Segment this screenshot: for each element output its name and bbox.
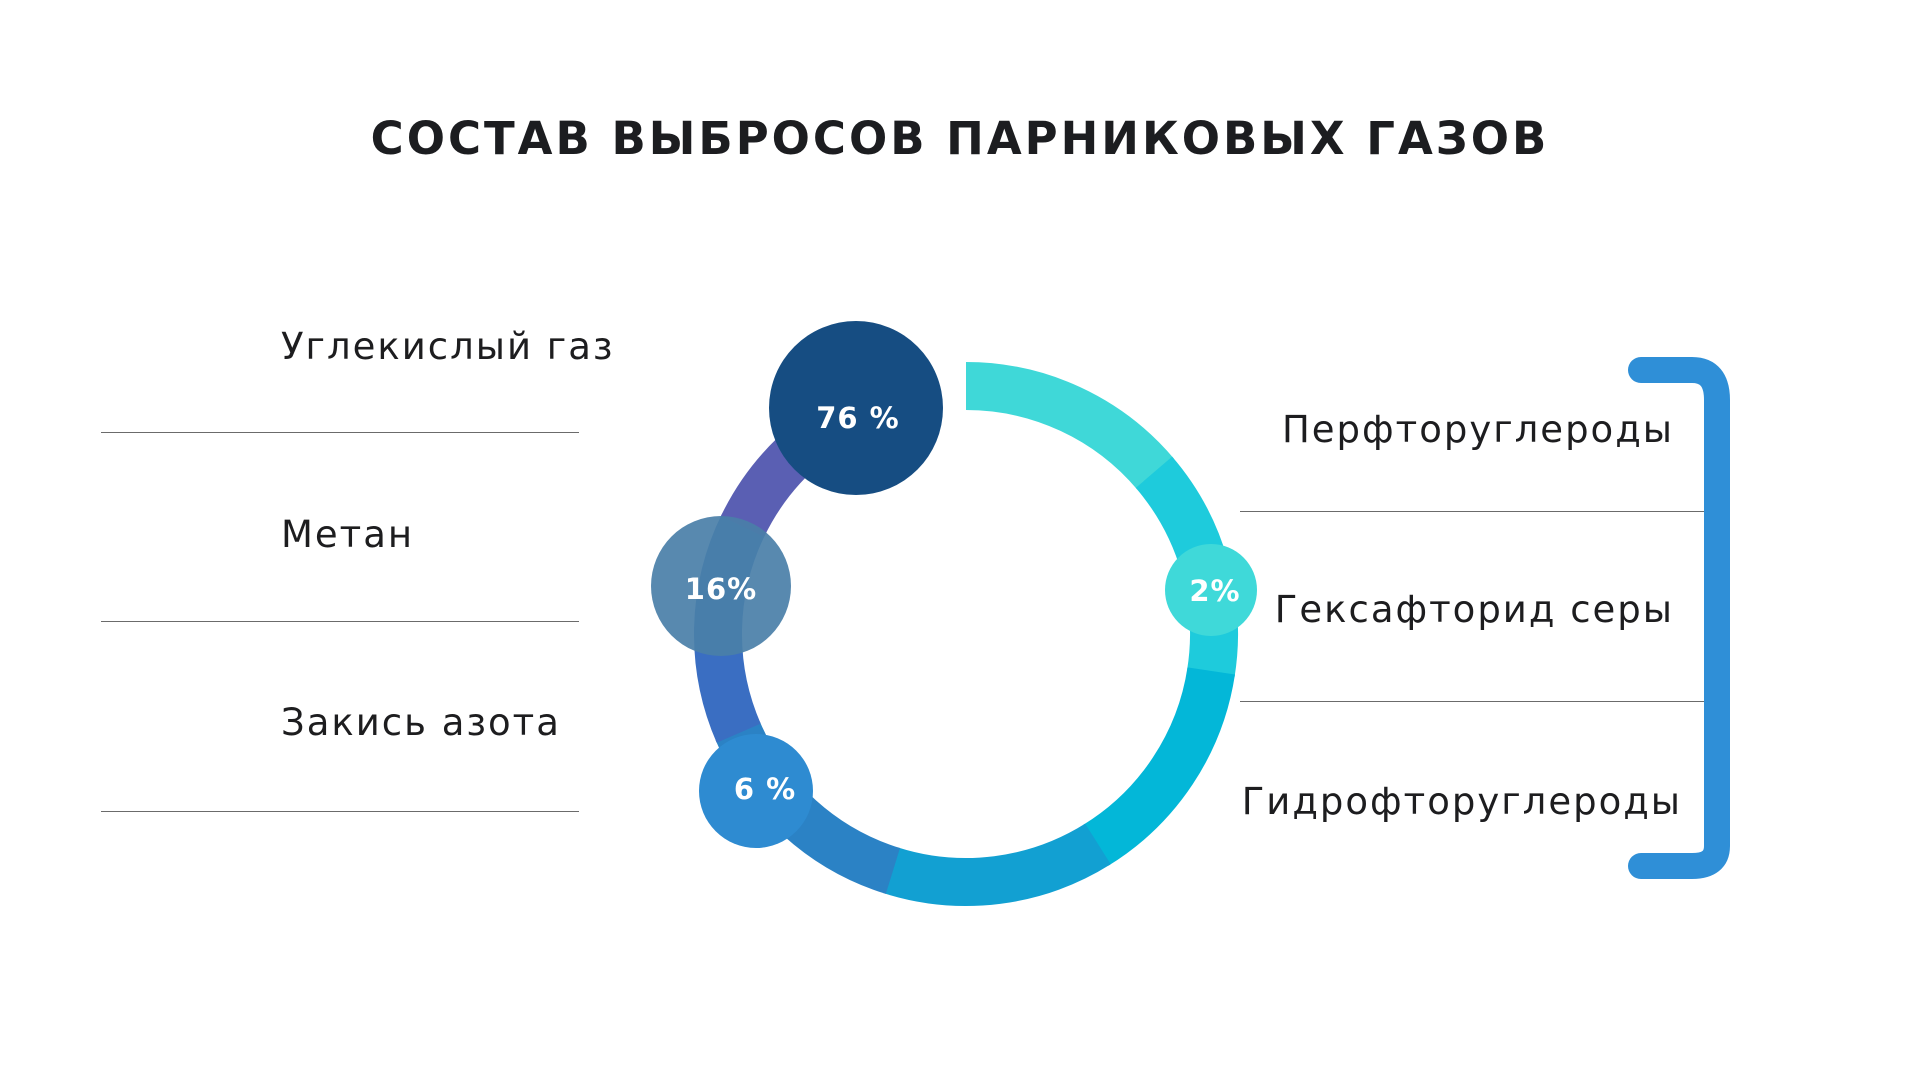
legend-divider <box>101 432 579 433</box>
bubble-fgases <box>1165 544 1257 636</box>
legend-label-methane: Метан <box>281 513 415 556</box>
legend-label-hfc: Гидрофторуглероды <box>1241 780 1682 823</box>
legend-divider <box>101 621 579 622</box>
legend-divider <box>101 811 579 812</box>
chart-title: СОСТАВ ВЫБРОСОВ ПАРНИКОВЫХ ГАЗОВ <box>370 112 1550 165</box>
value-label-co2: 76 % <box>816 401 900 435</box>
legend-label-pfc: Перфторуглероды <box>1281 408 1674 451</box>
bracket <box>1628 357 1730 879</box>
bubble-methane <box>651 516 791 656</box>
legend-label-sf6: Гексафторид серы <box>1274 588 1674 631</box>
value-label-fgases: 2% <box>1189 574 1240 608</box>
ring-segment <box>965 362 1175 490</box>
ring-segment <box>883 823 1111 906</box>
legend-divider <box>1240 511 1704 512</box>
ring-segment <box>1082 666 1235 866</box>
value-label-methane: 16% <box>685 572 757 606</box>
legend-divider <box>1240 701 1704 702</box>
value-label-n2o: 6 % <box>734 772 796 806</box>
legend-label-n2o: Закись азота <box>281 701 561 744</box>
legend-label-co2: Углекислый газ <box>281 325 615 368</box>
bubble-co2 <box>769 321 943 495</box>
bubble-n2o <box>699 734 813 848</box>
